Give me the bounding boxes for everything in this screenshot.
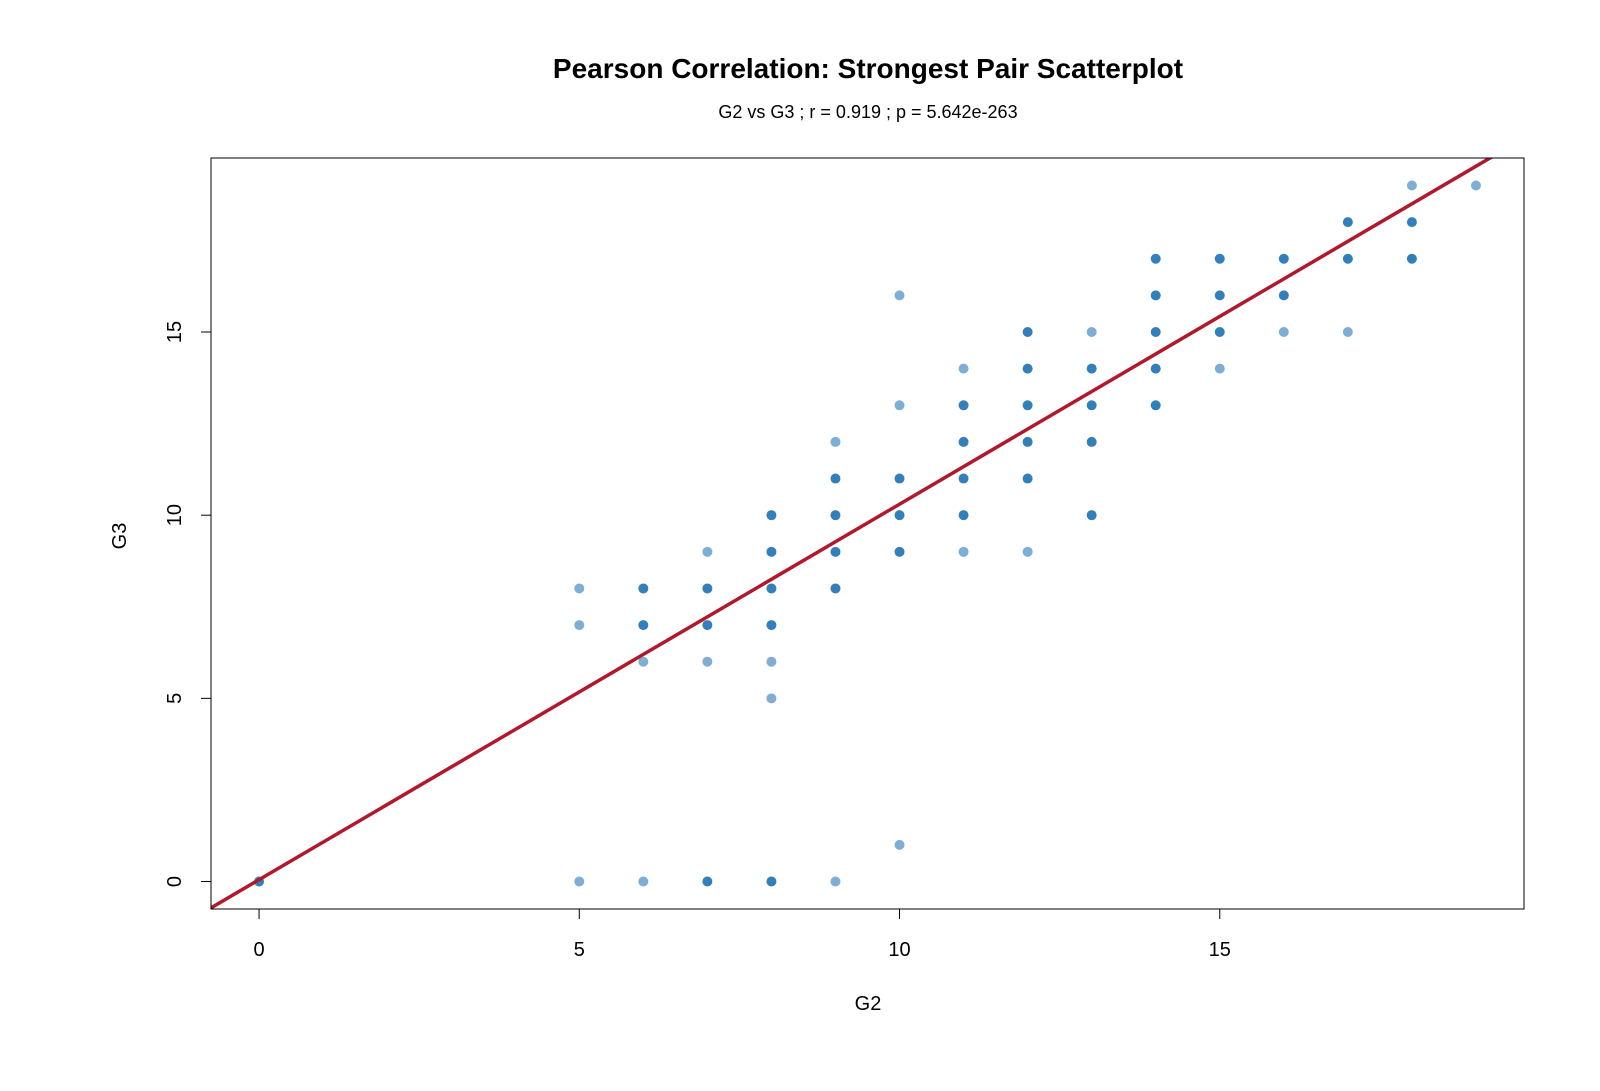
data-point (574, 876, 585, 887)
y-axis-label: G3 (109, 523, 131, 550)
data-point (766, 693, 777, 704)
points-layer (254, 180, 1481, 887)
data-point (894, 290, 905, 301)
data-point (1406, 253, 1417, 264)
data-point (894, 546, 905, 557)
x-axis-label: G2 (855, 993, 882, 1015)
data-point (1278, 253, 1289, 264)
data-point (766, 583, 777, 594)
data-point (638, 583, 649, 594)
x-tick-label: 15 (1209, 939, 1231, 961)
data-point (1470, 180, 1481, 191)
chart-subtitle: G2 vs G3 ; r = 0.919 ; p = 5.642e-263 (718, 102, 1017, 122)
data-point (766, 656, 777, 667)
data-point (702, 620, 713, 631)
data-point (958, 436, 969, 447)
data-point (766, 620, 777, 631)
data-point (1278, 290, 1289, 301)
data-point (766, 510, 777, 521)
data-point (1086, 436, 1097, 447)
data-point (830, 436, 841, 447)
y-tick-label: 5 (164, 693, 186, 704)
data-point (1406, 180, 1417, 191)
data-point (1342, 217, 1353, 228)
data-point (1022, 473, 1033, 484)
data-point (1022, 400, 1033, 411)
data-point (1214, 290, 1225, 301)
data-point (702, 546, 713, 557)
data-point (958, 400, 969, 411)
data-point (830, 510, 841, 521)
data-point (638, 876, 649, 887)
data-point (1342, 253, 1353, 264)
data-point (1150, 253, 1161, 264)
data-point (894, 400, 905, 411)
data-point (1278, 327, 1289, 338)
y-tick-label: 15 (164, 321, 186, 343)
y-tick-label: 0 (164, 876, 186, 887)
data-point (638, 656, 649, 667)
plot-frame (210, 157, 1525, 910)
data-point (1406, 217, 1417, 228)
data-point (830, 546, 841, 557)
data-point (1150, 400, 1161, 411)
data-point (830, 876, 841, 887)
data-point (702, 656, 713, 667)
data-point (958, 510, 969, 521)
data-point (1022, 436, 1033, 447)
data-point (894, 839, 905, 850)
x-tick-label: 0 (253, 939, 264, 961)
data-point (1022, 363, 1033, 374)
x-tick-label: 10 (888, 939, 910, 961)
data-point (1022, 327, 1033, 338)
data-point (1214, 327, 1225, 338)
data-point (958, 363, 969, 374)
data-point (1150, 327, 1161, 338)
data-point (958, 546, 969, 557)
data-point (1150, 290, 1161, 301)
data-point (1086, 400, 1097, 411)
data-point (1022, 546, 1033, 557)
data-point (574, 620, 585, 631)
chart-title: Pearson Correlation: Strongest Pair Scat… (553, 53, 1183, 84)
x-tick-label: 5 (574, 939, 585, 961)
data-point (1086, 510, 1097, 521)
data-point (958, 473, 969, 484)
data-point (638, 620, 649, 631)
data-point (702, 583, 713, 594)
data-point (1086, 327, 1097, 338)
data-point (574, 583, 585, 594)
data-point (766, 876, 777, 887)
data-point (1214, 363, 1225, 374)
data-point (1342, 327, 1353, 338)
data-point (830, 473, 841, 484)
data-point (894, 473, 905, 484)
data-point (1086, 363, 1097, 374)
data-point (1150, 363, 1161, 374)
fit-line-layer (211, 158, 1494, 909)
axes-layer: 0 5 10 15 0 5 10 15 (164, 157, 1525, 961)
y-tick-label: 10 (164, 504, 186, 526)
regression-line (211, 158, 1494, 909)
data-point (702, 876, 713, 887)
data-point (830, 583, 841, 594)
data-point (766, 546, 777, 557)
data-point (894, 510, 905, 521)
data-point (1214, 253, 1225, 264)
